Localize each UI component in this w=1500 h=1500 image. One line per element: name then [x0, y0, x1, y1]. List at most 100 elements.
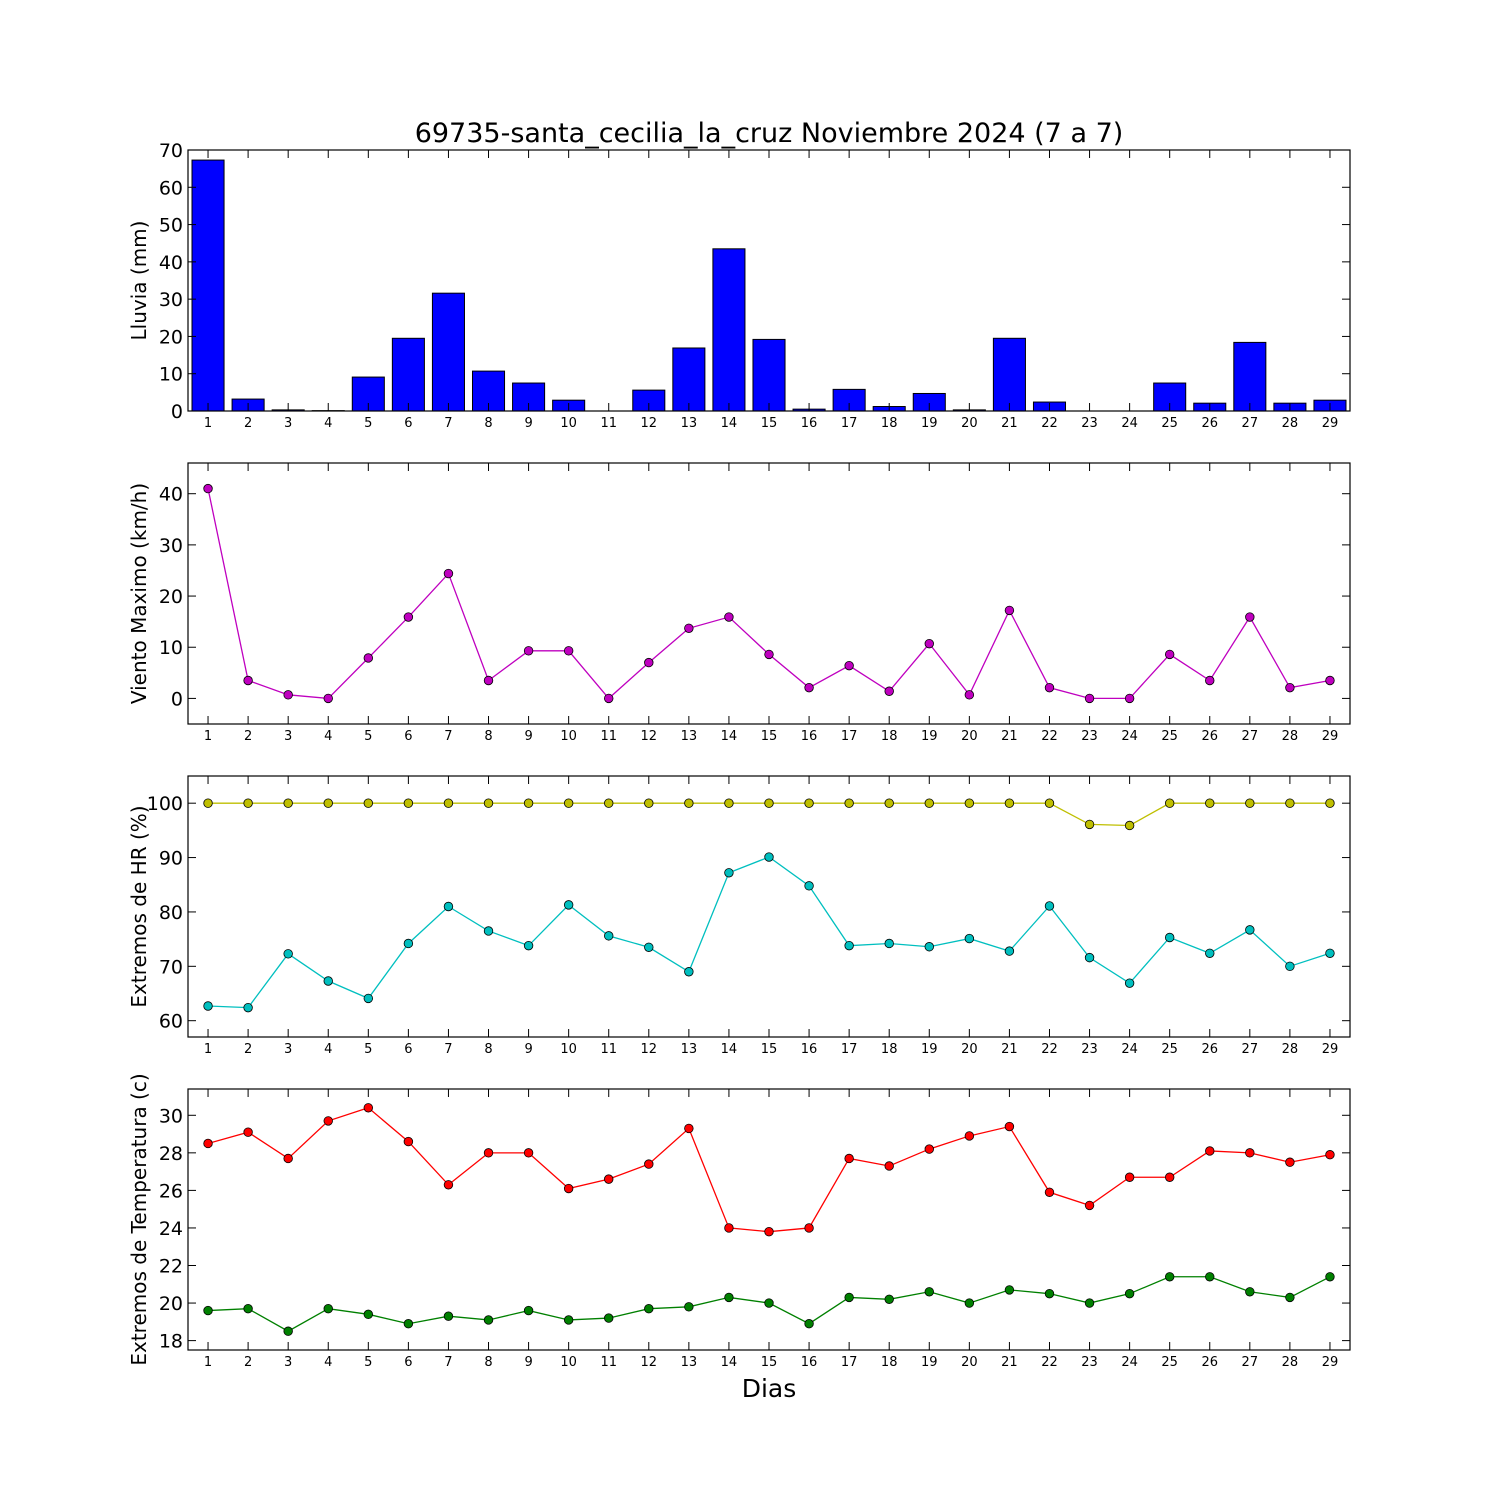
temperatura-series-1-point-day-2	[243, 1303, 253, 1314]
xtick-label: 4	[324, 729, 332, 744]
temperatura-series-0-point-day-18	[884, 1161, 894, 1171]
hr-series-0-point-day-26	[1205, 798, 1215, 808]
xtick-label: 4	[324, 416, 332, 431]
temperatura-series-0-point-day-26	[1205, 1146, 1215, 1156]
xtick-label: 3	[284, 416, 292, 431]
xtick-label: 6	[404, 729, 412, 744]
xtick-label: 12	[641, 1355, 658, 1370]
ytick-label: 90	[159, 848, 183, 870]
hr-series-1-point-day-2	[243, 1002, 253, 1013]
hr-series-1-point-day-23	[1084, 952, 1095, 963]
hr-series-1-point-day-21	[1004, 946, 1015, 956]
panel-hr-ylabel: Extremos de HR (%)	[127, 805, 151, 1007]
viento-series-0-point-day-6	[403, 612, 414, 622]
ytick-label: 18	[159, 1331, 183, 1353]
viento-series-0-point-day-24	[1124, 693, 1135, 704]
hr-series-1-point-day-16	[804, 881, 814, 891]
xtick-label: 28	[1282, 1042, 1299, 1057]
ytick-label: 26	[159, 1180, 183, 1202]
xtick-label: 6	[404, 1355, 412, 1370]
xtick-label: 19	[921, 729, 938, 744]
hr-series-0-point-day-19	[924, 798, 934, 808]
ytick-label: 60	[159, 177, 183, 199]
temperatura-series-0-point-day-13	[684, 1123, 694, 1134]
panel-viento-ylabel: Viento Maximo (km/h)	[127, 483, 151, 704]
viento-series-0-point-day-7	[443, 568, 454, 579]
xtick-label: 29	[1322, 1042, 1339, 1057]
xtick-label: 17	[841, 1042, 858, 1057]
viento-series-0-point-day-25	[1164, 649, 1175, 660]
hr-series-0-point-day-7	[443, 798, 454, 808]
ytick-label: 60	[159, 1011, 183, 1033]
xtick-label: 10	[560, 1355, 577, 1370]
ytick-label: 40	[159, 484, 183, 506]
temperatura-series-1-point-day-27	[1245, 1287, 1255, 1297]
xtick-label: 24	[1121, 1042, 1138, 1057]
hr-series-0-point-day-15	[764, 798, 774, 808]
hr-series-1-point-day-18	[884, 938, 894, 949]
xtick-label: 11	[600, 1042, 617, 1057]
hr-series-0-point-day-14	[724, 798, 734, 808]
hr-series-1-point-day-22	[1044, 901, 1055, 911]
ytick-label: 100	[147, 793, 183, 815]
hr-series-0-point-day-6	[403, 798, 414, 808]
xtick-label: 1	[204, 416, 212, 431]
viento-series-0-point-day-11	[604, 693, 614, 704]
temperatura-series-1-point-day-12	[644, 1303, 654, 1314]
xtick-label: 29	[1322, 729, 1339, 744]
xtick-label: 12	[641, 1042, 658, 1057]
xtick-label: 26	[1201, 416, 1218, 431]
xtick-label: 29	[1322, 1355, 1339, 1370]
xtick-label: 10	[560, 1042, 577, 1057]
xtick-label: 20	[961, 1042, 978, 1057]
xtick-label: 10	[560, 416, 577, 431]
xtick-label: 17	[841, 729, 858, 744]
xtick-label: 3	[284, 729, 292, 744]
temperatura-series-1-point-day-13	[684, 1302, 694, 1312]
bar-day-27	[1233, 341, 1267, 412]
xtick-label: 22	[1041, 1355, 1058, 1370]
temperatura-series-1-point-day-5	[363, 1309, 374, 1320]
temperatura-series-0-point-day-8	[483, 1148, 494, 1158]
xtick-label: 22	[1041, 729, 1058, 744]
xtick-label: 28	[1282, 729, 1299, 744]
temperatura-series-1-point-day-25	[1164, 1272, 1175, 1282]
hr-series-0-point-day-1	[203, 798, 213, 808]
temperatura-series-1-point-day-29	[1325, 1272, 1335, 1282]
xtick-label: 9	[524, 729, 532, 744]
hr-series-1-point-day-8	[483, 926, 494, 936]
viento-series-0-point-day-16	[804, 682, 814, 693]
ytick-label: 50	[159, 215, 183, 237]
ytick-label: 30	[159, 289, 183, 311]
ytick-label: 20	[159, 1293, 183, 1315]
hr-series-0-point-day-27	[1245, 798, 1255, 808]
temperatura-series-1-point-day-28	[1285, 1292, 1295, 1303]
hr-series-1-point-day-5	[363, 993, 374, 1004]
hr-series-0-point-day-10	[563, 798, 574, 808]
xtick-label: 7	[444, 1355, 452, 1370]
xtick-label: 8	[484, 1355, 492, 1370]
hr-series-1-point-day-3	[283, 949, 293, 959]
viento-series-0-point-day-17	[844, 660, 854, 671]
xtick-label: 10	[560, 729, 577, 744]
xtick-label: 9	[524, 1355, 532, 1370]
ytick-label: 70	[159, 140, 183, 162]
hr-series-1-point-day-27	[1245, 925, 1255, 935]
temperatura-series-0-point-day-28	[1285, 1157, 1295, 1167]
temperatura-series-1-point-day-22	[1044, 1288, 1055, 1299]
hr-series-1-point-day-9	[523, 940, 534, 951]
bar-day-7	[431, 292, 465, 412]
temperatura-series-0-point-day-19	[924, 1144, 934, 1154]
xtick-label: 22	[1041, 1042, 1058, 1057]
temperatura-series-1-point-day-6	[403, 1319, 414, 1329]
xtick-label: 7	[444, 416, 452, 431]
hr-series-0-point-day-11	[604, 798, 614, 808]
temperatura-series-1-point-day-8	[483, 1315, 494, 1325]
viento-series-0-point-day-5	[363, 653, 374, 663]
temperatura-series-1-point-day-11	[604, 1313, 614, 1323]
xtick-label: 26	[1201, 1042, 1218, 1057]
temperatura-series-0-point-day-20	[964, 1131, 975, 1141]
xtick-label: 14	[721, 416, 738, 431]
viento-series-0-point-day-26	[1205, 675, 1215, 686]
xtick-label: 7	[444, 1042, 452, 1057]
